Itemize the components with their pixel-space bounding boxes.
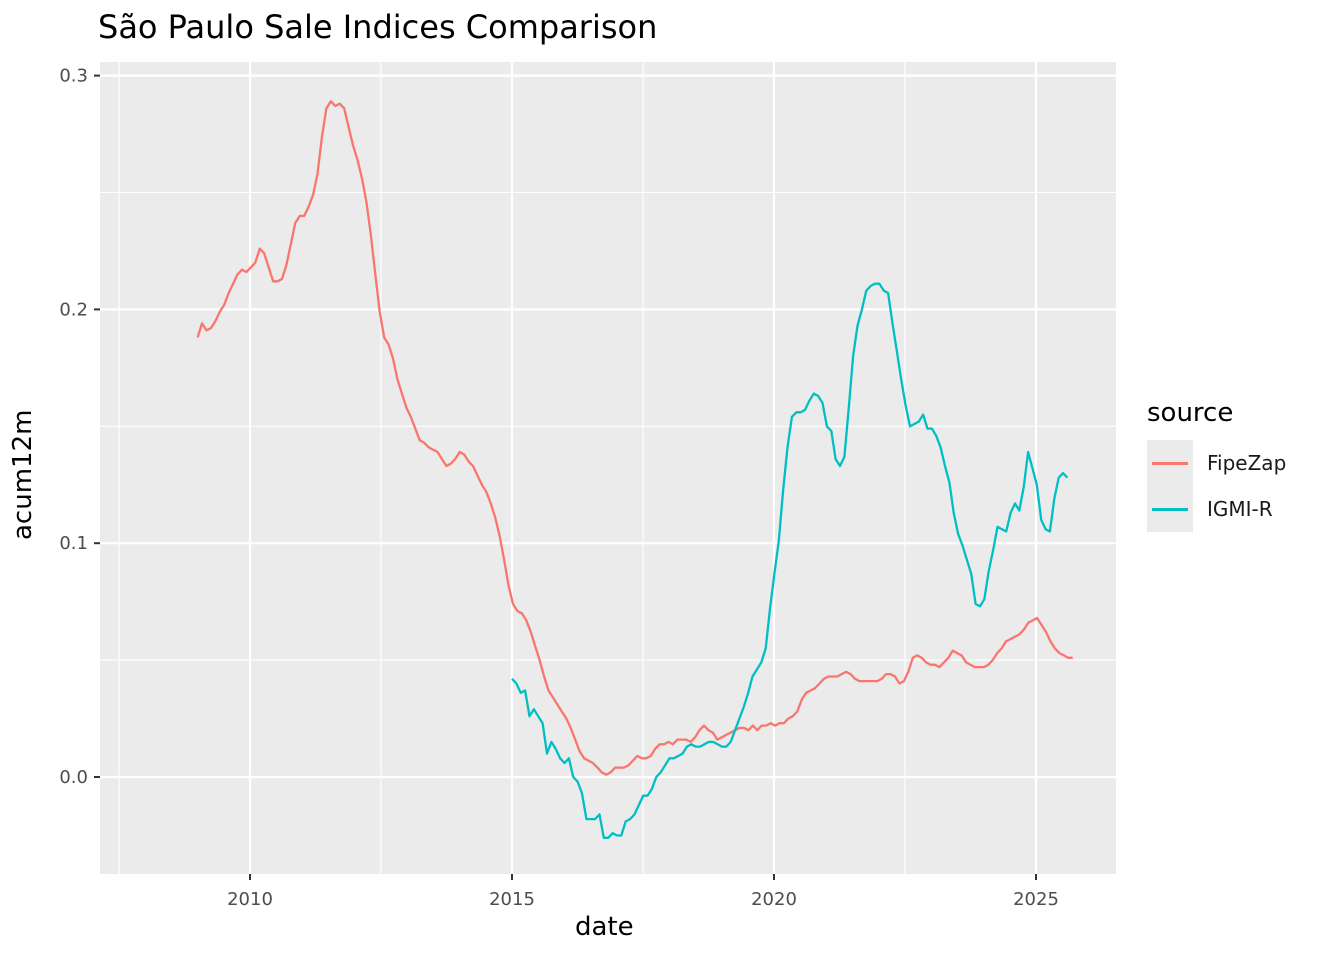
legend-key-igmi-r (1147, 486, 1193, 532)
legend-label-igmi-r: IGMI-R (1207, 497, 1273, 521)
y-tick-label: 0.3 (59, 66, 88, 87)
y-tick-label: 0.2 (59, 299, 88, 320)
legend-title: source (1147, 398, 1234, 428)
legend: source FipeZap IGMI-R (1147, 398, 1286, 532)
y-tick-label: 0.1 (59, 533, 88, 554)
series-line-fipezap (196, 100, 1073, 776)
axes: 0.0 0.1 0.2 0.3 2010 2015 2020 2025 (59, 66, 1059, 910)
x-tick-label: 2015 (489, 889, 535, 910)
x-tick-label: 2010 (227, 889, 273, 910)
x-axis-label: date (575, 912, 634, 942)
legend-label-fipezap: FipeZap (1207, 451, 1287, 475)
x-tick-label: 2025 (1013, 889, 1059, 910)
legend-item-fipezap: FipeZap (1147, 440, 1286, 486)
x-tick-label: 2020 (751, 889, 797, 910)
series-group (196, 100, 1073, 839)
plot-panel (100, 62, 1116, 874)
series-line-igmi-r (511, 282, 1069, 839)
y-tick-label: 0.0 (59, 767, 88, 788)
legend-key-fipezap (1147, 440, 1193, 486)
grid (100, 62, 1116, 874)
legend-item-igmi-r: IGMI-R (1147, 486, 1286, 532)
y-axis-label: acum12m (8, 409, 38, 540)
chart-title: São Paulo Sale Indices Comparison (98, 8, 658, 46)
